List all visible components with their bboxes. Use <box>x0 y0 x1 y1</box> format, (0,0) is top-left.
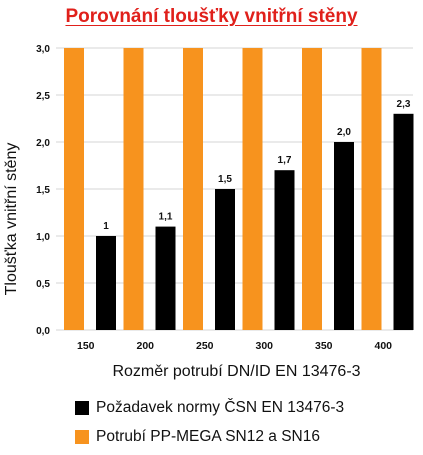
bar-requirement <box>215 189 235 330</box>
bar-pp-mega <box>302 48 322 330</box>
bar-pp-mega <box>64 48 84 330</box>
data-label: 1,7 <box>278 155 292 166</box>
x-tick-label: 350 <box>315 340 333 352</box>
bar-requirement <box>393 113 414 330</box>
x-axis-label: Rozměr potrubí DN/ID EN 13476-3 <box>112 363 360 380</box>
y-tick-label: 2,5 <box>36 91 50 102</box>
legend-label-requirement: Požadavek normy ČSN EN 13476-3 <box>96 399 345 416</box>
legend-item-pp-mega: Potrubí PP-MEGA SN12 a SN16 <box>75 426 320 448</box>
bar-requirement <box>96 236 116 330</box>
x-tick-label: 200 <box>136 340 154 352</box>
x-tick-label: 300 <box>255 340 273 352</box>
bar-pp-mega <box>361 48 382 330</box>
legend-swatch-orange <box>75 430 89 444</box>
bar-pp-mega <box>183 48 203 330</box>
x-tick-label: 250 <box>196 340 214 352</box>
data-label: 2,0 <box>337 127 351 138</box>
data-label: 1,5 <box>218 174 232 185</box>
y-axis-label: Tloušťka vnitřní stěny <box>3 143 20 296</box>
y-tick-label: 1,0 <box>36 232 50 243</box>
legend-label-pp-mega: Potrubí PP-MEGA SN12 a SN16 <box>96 428 320 445</box>
y-tick-label: 0,0 <box>36 326 50 337</box>
bar-pp-mega <box>123 48 144 330</box>
legend-item-requirement: Požadavek normy ČSN EN 13476-3 <box>75 397 344 419</box>
x-tick-label: 400 <box>374 340 392 352</box>
data-label: 2,3 <box>397 99 411 110</box>
bar-requirement <box>155 226 176 330</box>
legend-swatch-black <box>75 401 89 415</box>
data-label: 1,1 <box>159 212 173 223</box>
y-tick-label: 3,0 <box>36 44 50 55</box>
y-tick-label: 0,5 <box>36 279 50 290</box>
bar-requirement <box>274 170 295 330</box>
bar-pp-mega <box>242 48 263 330</box>
x-tick-label: 150 <box>77 340 95 352</box>
bar-requirement <box>334 142 354 330</box>
data-label: 1 <box>103 221 109 232</box>
chart-title: Porovnání tloušťky vnitřní stěny <box>65 6 358 27</box>
y-tick-label: 1,5 <box>36 185 50 196</box>
y-tick-label: 2,0 <box>36 138 50 149</box>
